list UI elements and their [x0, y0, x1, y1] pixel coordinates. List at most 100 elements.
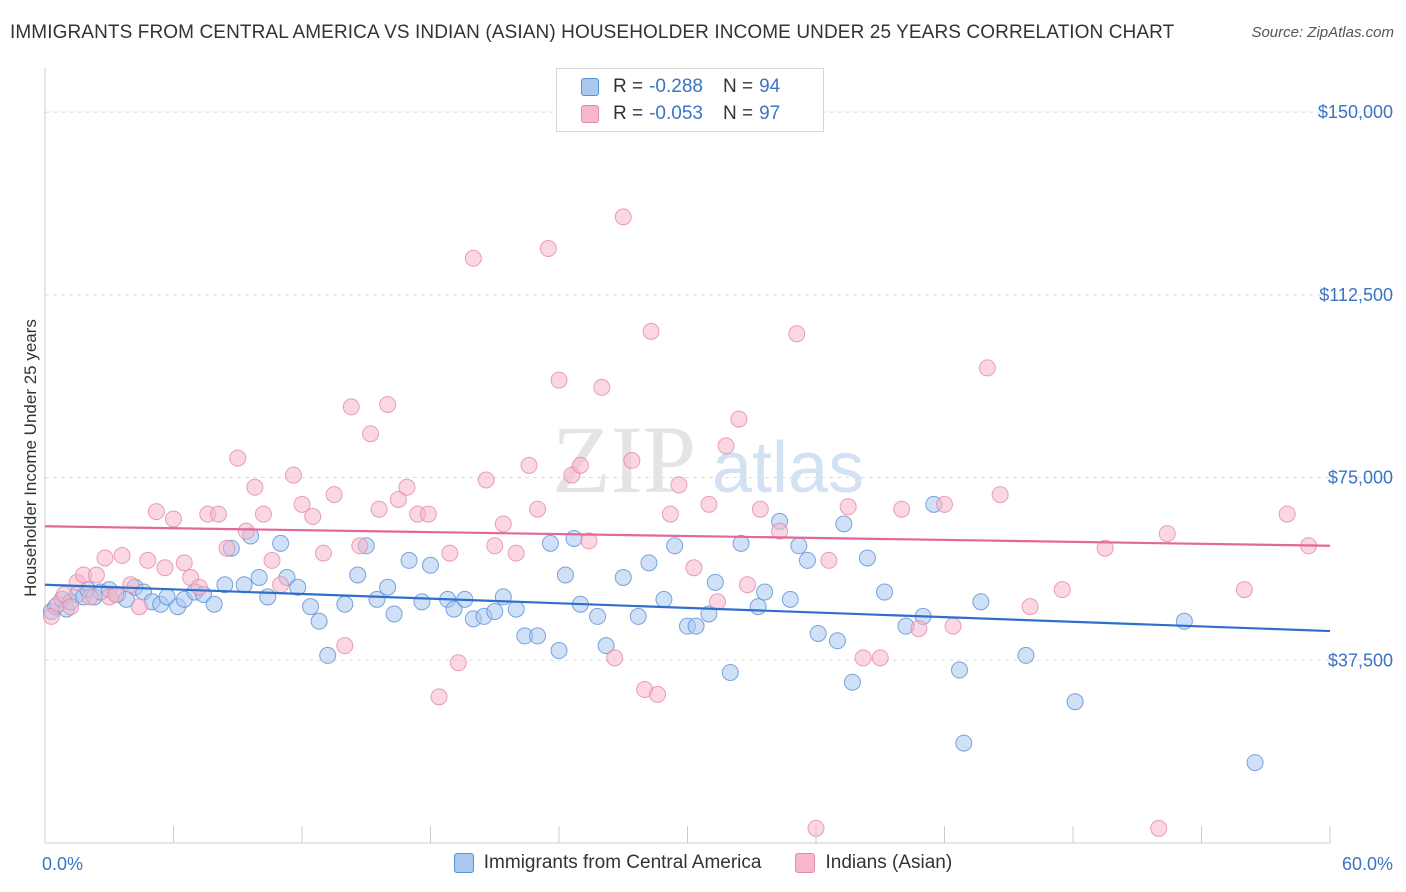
point-indians: [325, 486, 343, 504]
point-indians: [336, 637, 354, 655]
point-indians: [147, 503, 165, 521]
point-indians: [314, 544, 332, 562]
point-central-america: [413, 593, 431, 611]
point-indians: [507, 544, 525, 562]
point-central-america: [972, 593, 990, 611]
point-indians: [936, 495, 953, 513]
point-central-america: [597, 637, 615, 655]
point-indians: [893, 500, 911, 518]
point-central-america: [368, 590, 386, 608]
point-central-america: [1066, 693, 1084, 711]
point-indians: [362, 425, 380, 443]
y-tick-labels: $37,500 $75,000 $112,500 $150,000: [1318, 102, 1393, 670]
point-central-america: [379, 578, 397, 596]
point-indians: [477, 471, 495, 489]
x-tick-label: 60.0%: [1342, 854, 1393, 874]
legend-swatch-central-america: [581, 78, 599, 96]
point-indians: [293, 495, 311, 513]
point-indians: [580, 532, 598, 550]
point-central-america: [216, 576, 234, 594]
point-indians: [218, 539, 236, 557]
point-central-america: [289, 578, 307, 596]
y-tick-label: $150,000: [1318, 102, 1393, 122]
point-indians: [254, 505, 272, 523]
point-central-america: [486, 603, 504, 621]
legend-label: Indians (Asian): [825, 852, 953, 873]
point-central-america: [843, 673, 861, 691]
point-central-america: [756, 583, 774, 601]
point-indians: [486, 537, 504, 555]
point-indians: [700, 495, 718, 513]
trend-line-central-america: [44, 583, 1331, 633]
axes: [44, 68, 1331, 844]
point-indians: [130, 598, 148, 616]
point-central-america: [349, 566, 367, 584]
point-indians: [571, 456, 589, 474]
point-indians: [441, 544, 459, 562]
point-central-america: [798, 551, 816, 569]
legend-label: Immigrants from Central America: [483, 852, 762, 873]
point-central-america: [422, 556, 439, 574]
point-indians: [670, 476, 688, 494]
legend-swatch-indians: [581, 105, 599, 123]
point-indians: [623, 452, 641, 469]
watermark-atlas: atlas: [712, 428, 864, 508]
trend-lines: [44, 525, 1331, 633]
point-indians: [614, 208, 632, 226]
point-central-america: [250, 568, 268, 586]
point-indians: [190, 578, 208, 596]
point-central-america: [732, 534, 750, 552]
point-indians: [209, 505, 227, 523]
point-central-america: [614, 568, 632, 586]
point-indians: [107, 585, 125, 603]
point-central-america: [556, 566, 574, 584]
point-central-america: [749, 598, 767, 616]
legend-n-value: 97: [759, 103, 781, 124]
point-indians: [1150, 819, 1168, 837]
point-indians: [839, 498, 857, 516]
point-indians: [1235, 581, 1253, 599]
point-indians: [87, 566, 105, 584]
point-central-america: [1246, 754, 1264, 772]
data-points: [42, 208, 1318, 837]
legend-item-indians: Indians (Asian): [795, 852, 952, 874]
point-indians: [430, 688, 448, 706]
point-central-america: [790, 537, 808, 555]
point-indians: [606, 649, 624, 667]
point-indians: [871, 649, 889, 667]
point-central-america: [336, 595, 354, 613]
point-central-america: [781, 590, 799, 608]
point-central-america: [550, 642, 568, 660]
point-central-america: [809, 624, 827, 642]
point-central-america: [319, 646, 337, 664]
point-indians: [1278, 505, 1296, 523]
point-central-america: [655, 590, 673, 608]
y-tick-label: $37,500: [1328, 650, 1393, 670]
legend-row-indians: R = -0.053 N = 97: [581, 103, 780, 125]
point-indians: [62, 598, 80, 616]
point-indians: [175, 554, 193, 572]
legend-r-value: -0.053: [649, 103, 703, 124]
point-central-america: [666, 537, 684, 555]
point-indians: [708, 593, 726, 611]
point-indians: [389, 490, 407, 508]
point-central-america: [835, 515, 853, 533]
point-central-america: [629, 607, 647, 625]
point-indians: [539, 240, 557, 258]
legend-swatch: [453, 853, 474, 873]
point-central-america: [700, 605, 718, 623]
chart-title: IMMIGRANTS FROM CENTRAL AMERICA VS INDIA…: [10, 22, 1175, 43]
point-indians: [807, 819, 825, 837]
point-indians: [529, 500, 547, 518]
point-indians: [1053, 581, 1071, 599]
point-indians: [717, 437, 735, 455]
point-indians: [661, 505, 679, 523]
source-label: Source: ZipAtlas.com: [1251, 24, 1394, 41]
point-indians: [81, 588, 99, 606]
legend-r-value: -0.288: [649, 76, 703, 97]
point-indians: [379, 395, 397, 413]
point-indians: [113, 547, 131, 565]
point-indians: [854, 649, 872, 667]
point-central-america: [205, 595, 223, 613]
point-indians: [978, 359, 996, 377]
